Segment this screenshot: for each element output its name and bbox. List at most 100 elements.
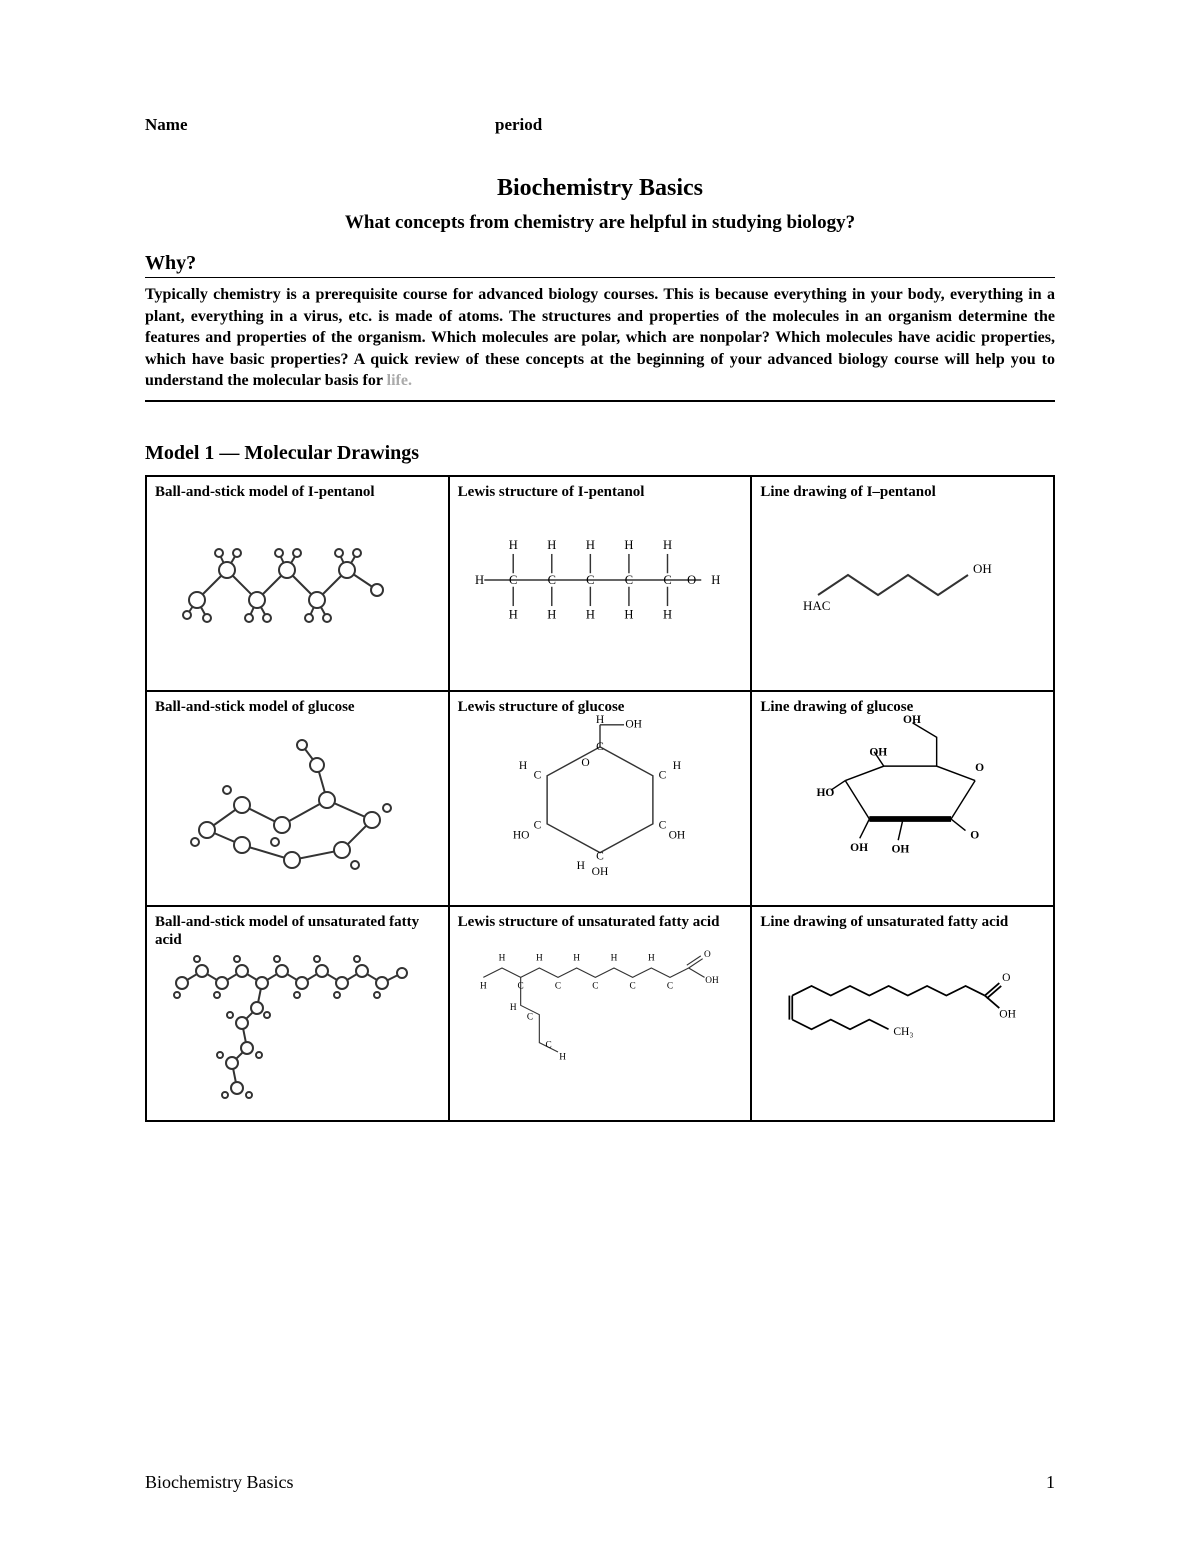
- footer-left: Biochemistry Basics: [145, 1472, 293, 1493]
- cell-fatty-ballstick: Ball-and-stick model of unsaturated fatt…: [146, 906, 449, 1121]
- why-heading: Why?: [145, 252, 1055, 278]
- svg-text:H: H: [663, 608, 672, 622]
- svg-text:C: C: [667, 982, 673, 992]
- svg-text:C: C: [630, 982, 636, 992]
- svg-text:OH: OH: [705, 976, 719, 986]
- svg-text:H: H: [536, 954, 543, 964]
- diagram-glucose-lewis: H OH C CH COH COHH CHO CH O: [458, 720, 743, 870]
- diagram-fatty-line: CH₃ O OH: [760, 935, 1045, 1085]
- svg-text:C: C: [625, 573, 633, 587]
- worksheet-page: Name period Biochemistry Basics What con…: [0, 0, 1200, 1553]
- label-oh2: OH: [999, 1009, 1016, 1021]
- cell-fatty-lewis: Lewis structure of unsaturated fatty aci…: [449, 906, 752, 1121]
- svg-text:H: H: [559, 1052, 566, 1062]
- cell-glucose-line: Line drawing of glucose: [751, 691, 1054, 906]
- svg-text:C: C: [555, 982, 561, 992]
- svg-text:OH: OH: [850, 842, 868, 854]
- svg-text:H: H: [547, 538, 556, 552]
- cell-label: Line drawing of unsaturated fatty acid: [760, 913, 1045, 931]
- label-ch3: CH₃: [893, 1026, 913, 1038]
- cell-label: Lewis structure of unsaturated fatty aci…: [458, 913, 743, 931]
- svg-text:H: H: [519, 760, 527, 772]
- svg-text:O: O: [975, 762, 984, 774]
- svg-text:OH: OH: [669, 829, 686, 841]
- svg-text:OH: OH: [592, 866, 609, 878]
- cell-label: Ball-and-stick model of I-pentanol: [155, 483, 440, 501]
- svg-text:H: H: [480, 982, 487, 992]
- table-row: Ball-and-stick model of I-pentanol: [146, 476, 1054, 691]
- svg-text:C: C: [596, 741, 604, 753]
- svg-text:H: H: [509, 538, 518, 552]
- cell-label: Lewis structure of I-pentanol: [458, 483, 743, 501]
- svg-text:H: H: [663, 538, 672, 552]
- why-body-main: Typically chemistry is a prerequisite co…: [145, 286, 1055, 389]
- svg-text:H: H: [586, 538, 595, 552]
- page-title: Biochemistry Basics: [145, 175, 1055, 202]
- cell-fatty-line: Line drawing of unsaturated fatty acid: [751, 906, 1054, 1121]
- svg-text:OH: OH: [625, 719, 642, 731]
- svg-text:O: O: [704, 950, 711, 960]
- header-row: Name period: [145, 115, 1055, 135]
- model-heading: Model 1 — Molecular Drawings: [145, 442, 1055, 465]
- svg-text:H: H: [596, 714, 604, 726]
- diagram-pentanol-lewis: H CCCCC OH: [458, 505, 743, 655]
- cell-glucose-ballstick: Ball-and-stick model of glucose: [146, 691, 449, 906]
- svg-text:H: H: [573, 954, 580, 964]
- footer-right: 1: [1046, 1472, 1055, 1493]
- svg-text:C: C: [659, 820, 667, 832]
- svg-text:C: C: [596, 850, 604, 862]
- diagram-glucose-line: OH O OH HO OH OH O: [760, 720, 1045, 870]
- svg-text:C: C: [592, 982, 598, 992]
- name-label: Name: [145, 115, 495, 135]
- why-body: Typically chemistry is a prerequisite co…: [145, 278, 1055, 402]
- svg-text:O: O: [581, 757, 589, 769]
- cell-glucose-lewis: Lewis structure of glucose H OH C CH: [449, 691, 752, 906]
- svg-text:O: O: [687, 573, 696, 587]
- svg-text:H: H: [624, 608, 633, 622]
- svg-text:H: H: [624, 538, 633, 552]
- diagram-pentanol-line: HAC OH: [760, 505, 1045, 655]
- svg-text:H: H: [499, 954, 506, 964]
- svg-text:H: H: [509, 608, 518, 622]
- svg-text:H: H: [648, 954, 655, 964]
- page-subtitle: What concepts from chemistry are helpful…: [145, 212, 1055, 234]
- footer: Biochemistry Basics 1: [145, 1472, 1055, 1493]
- svg-text:C: C: [534, 820, 542, 832]
- svg-text:C: C: [548, 573, 556, 587]
- svg-text:C: C: [659, 770, 667, 782]
- svg-text:C: C: [509, 573, 517, 587]
- svg-text:OH: OH: [903, 714, 921, 726]
- svg-text:C: C: [527, 1012, 533, 1022]
- table-row: Ball-and-stick model of glucose: [146, 691, 1054, 906]
- svg-text:O: O: [970, 829, 979, 841]
- svg-text:H: H: [586, 608, 595, 622]
- diagram-glucose-ballstick: [155, 720, 440, 870]
- table-row: Ball-and-stick model of unsaturated fatt…: [146, 906, 1054, 1121]
- svg-text:C: C: [518, 982, 524, 992]
- label-hac: HAC: [803, 598, 830, 613]
- svg-text:OH: OH: [869, 747, 887, 759]
- label-oh: OH: [973, 561, 992, 576]
- svg-text:OH: OH: [891, 844, 909, 856]
- cell-label: Ball-and-stick model of glucose: [155, 698, 440, 716]
- svg-text:H: H: [475, 573, 484, 587]
- svg-text:H: H: [611, 954, 618, 964]
- cell-label: Line drawing of I–pentanol: [760, 483, 1045, 501]
- svg-text:C: C: [534, 770, 542, 782]
- svg-text:H: H: [711, 573, 720, 587]
- svg-text:HO: HO: [816, 787, 834, 799]
- cell-pentanol-line: Line drawing of I–pentanol HAC OH: [751, 476, 1054, 691]
- diagram-pentanol-ballstick: [155, 505, 440, 655]
- label-o: O: [1002, 972, 1010, 984]
- svg-text:H: H: [577, 860, 585, 872]
- svg-text:C: C: [663, 573, 671, 587]
- model-table: Ball-and-stick model of I-pentanol: [145, 475, 1055, 1122]
- svg-text:H: H: [673, 760, 681, 772]
- svg-text:H: H: [547, 608, 556, 622]
- diagram-fatty-lewis: HHC HCH CHC HC OOH HCC H: [458, 935, 743, 1085]
- svg-text:HO: HO: [513, 829, 530, 841]
- period-label: period: [495, 115, 542, 135]
- svg-text:C: C: [546, 1040, 552, 1050]
- why-body-lite: life.: [387, 372, 412, 389]
- svg-text:H: H: [510, 1003, 517, 1013]
